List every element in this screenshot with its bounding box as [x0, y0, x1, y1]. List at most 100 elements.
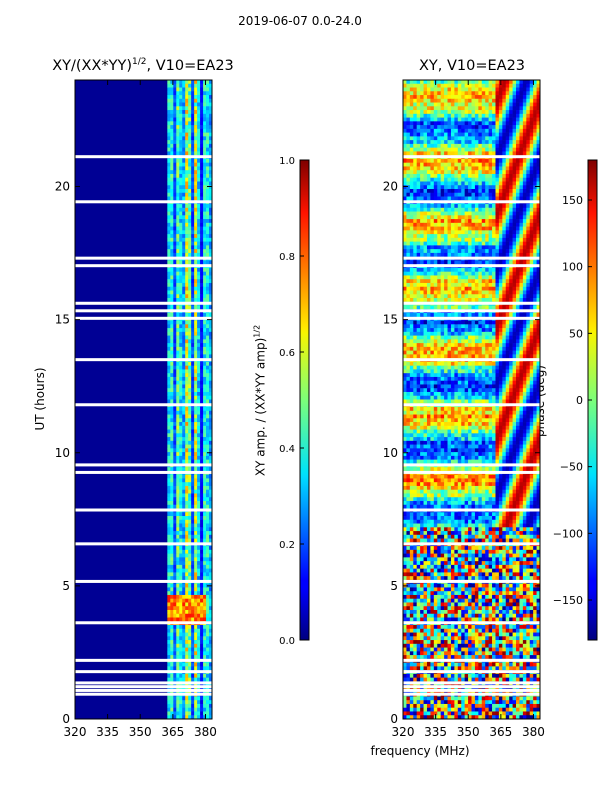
amp-cell — [206, 151, 210, 156]
phase-cell — [512, 279, 517, 284]
phase-cell — [529, 189, 534, 194]
amp-cell — [200, 523, 204, 528]
phase-cell — [498, 271, 503, 276]
amp-cell — [179, 128, 183, 133]
amp-cell — [179, 425, 183, 430]
phase-cell — [488, 204, 493, 209]
phase-cell — [509, 196, 513, 201]
phase-cell — [406, 125, 411, 130]
amp-cell — [194, 324, 198, 329]
amp-cell — [209, 162, 212, 167]
phase-cell — [526, 215, 531, 220]
phase-cell — [468, 136, 472, 141]
phase-cell — [426, 226, 431, 231]
phase-cell — [498, 189, 503, 194]
amp-cell — [170, 249, 174, 254]
phase-cell — [430, 173, 435, 179]
amp-cell — [197, 331, 201, 336]
phase-cell — [533, 271, 537, 276]
phase-cell — [437, 222, 441, 227]
phase-cell — [444, 260, 448, 265]
phase-cell — [536, 286, 540, 291]
amp-cell — [200, 354, 204, 359]
phase-cell — [478, 275, 483, 280]
amp-cell — [185, 632, 189, 637]
amp-cell — [191, 707, 195, 712]
phase-cell — [519, 219, 524, 224]
amp-cell — [185, 651, 189, 656]
phase-cell — [522, 237, 527, 242]
phase-cell — [454, 128, 459, 133]
phase-cell — [413, 290, 417, 295]
amp-cell — [176, 388, 180, 393]
amp-cell — [194, 80, 198, 85]
phase-cell — [471, 192, 476, 197]
amp-cell — [194, 531, 198, 536]
phase-cell — [492, 279, 496, 284]
amp-cell — [188, 267, 192, 272]
amp-cell — [167, 147, 171, 152]
amp-cell — [173, 609, 177, 615]
phase-cell — [409, 83, 414, 88]
phase-cell — [440, 219, 445, 224]
phase-cell — [468, 249, 472, 254]
amp-cell — [197, 516, 201, 521]
phase-cell — [485, 207, 489, 212]
phase-cell — [416, 132, 421, 137]
phase-cell — [444, 136, 448, 141]
phase-cell — [461, 158, 465, 163]
phase-cell — [403, 110, 407, 115]
amp-cell — [182, 591, 186, 596]
amp-cell — [194, 500, 198, 506]
phase-cell — [512, 143, 517, 148]
phase-cell — [474, 158, 479, 163]
amp-cell — [167, 354, 171, 359]
phase-cell — [454, 286, 459, 291]
phase-cell — [433, 245, 438, 250]
phase-cell — [502, 166, 507, 171]
amp-cell — [203, 591, 207, 596]
amp-cell — [173, 305, 177, 310]
phase-cell — [403, 125, 407, 130]
amp-cell — [200, 538, 204, 543]
amp-cell — [191, 380, 195, 385]
phase-cell — [433, 143, 438, 148]
phase-cell — [461, 121, 465, 126]
amp-cell — [209, 388, 212, 393]
phase-cell — [430, 80, 435, 85]
amp-cell — [173, 636, 177, 641]
phase-cell — [522, 260, 527, 265]
phase-cell — [420, 241, 424, 246]
amp-cell — [188, 433, 192, 438]
phase-cell — [447, 226, 452, 231]
amp-cell — [197, 452, 201, 457]
phase-cell — [454, 102, 459, 107]
amp-cell — [176, 335, 180, 340]
amp-cell — [170, 354, 174, 359]
phase-cell — [420, 245, 424, 250]
phase-cell — [457, 286, 462, 291]
phase-cell — [481, 275, 486, 280]
phase-cell — [450, 87, 455, 92]
phase-cell — [464, 132, 469, 137]
amp-cell — [203, 275, 207, 280]
amp-cell — [209, 189, 212, 194]
amp-cell — [203, 125, 207, 130]
amp-cell — [182, 204, 186, 209]
amp-cell — [200, 587, 204, 592]
amp-cell — [167, 474, 171, 479]
amp-cell — [197, 320, 201, 325]
phase-cell — [430, 125, 435, 130]
amp-cell — [203, 512, 207, 517]
phase-cell — [498, 98, 503, 103]
phase-cell — [509, 98, 513, 103]
phase-cell — [420, 211, 424, 216]
amp-cell — [203, 313, 207, 318]
phase-cell — [512, 128, 517, 133]
amp-cell — [173, 140, 177, 145]
phase-cell — [474, 173, 479, 179]
phase-cell — [457, 162, 462, 167]
phase-cell — [512, 249, 517, 254]
phase-cell — [516, 286, 520, 291]
phase-cell — [505, 91, 510, 96]
